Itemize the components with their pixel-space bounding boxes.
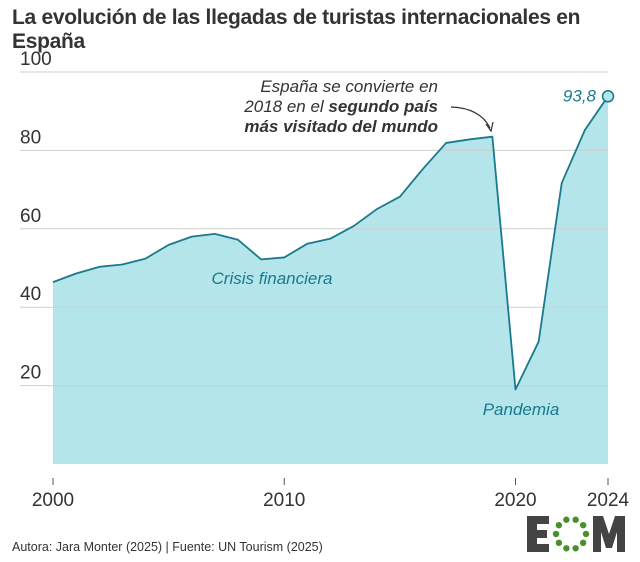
y-tick-label: 40: [20, 284, 41, 305]
x-tick-label: 2024: [587, 490, 630, 511]
note-arrowhead: [485, 121, 494, 133]
chart-title: La evolución de las llegadas de turistas…: [12, 6, 581, 53]
note-line-3: más visitado del mundo: [244, 117, 438, 136]
crisis-label: Crisis financiera: [212, 269, 333, 288]
logo-dot: [572, 545, 579, 552]
y-tick-label: 20: [20, 363, 41, 384]
logo-dot: [572, 516, 579, 523]
logo-dot: [563, 516, 570, 523]
credit-text: Autora: Jara Monter (2025) | Fuente: UN …: [12, 540, 323, 554]
x-tick-label: 2010: [263, 490, 305, 511]
x-tick-label: 2000: [32, 490, 74, 511]
logo-dot: [579, 521, 587, 529]
note-arrow: [450, 106, 491, 129]
eom-logo: [527, 516, 625, 552]
note-line-1: España se convierte en: [260, 77, 438, 96]
last-value-label: 93,8: [563, 86, 597, 105]
y-tick-label: 60: [20, 206, 41, 227]
y-tick-label: 100: [20, 49, 52, 70]
y-tick-label: 80: [20, 127, 41, 148]
logo-dot: [555, 539, 563, 547]
logo-dot: [555, 521, 563, 529]
logo-dot: [563, 545, 570, 552]
note-text: 2018 en el: [243, 97, 328, 116]
note-bold-text: segundo país: [328, 97, 438, 116]
x-tick-label: 2020: [494, 490, 536, 511]
end-marker: [601, 90, 615, 103]
note-line-2: 2018 en el segundo país: [243, 97, 438, 116]
logo-dot: [579, 539, 587, 547]
logo-dot: [582, 530, 590, 538]
logo-dot: [552, 530, 560, 538]
area-fill: [53, 96, 608, 464]
pandemic-label: Pandemia: [483, 400, 560, 419]
